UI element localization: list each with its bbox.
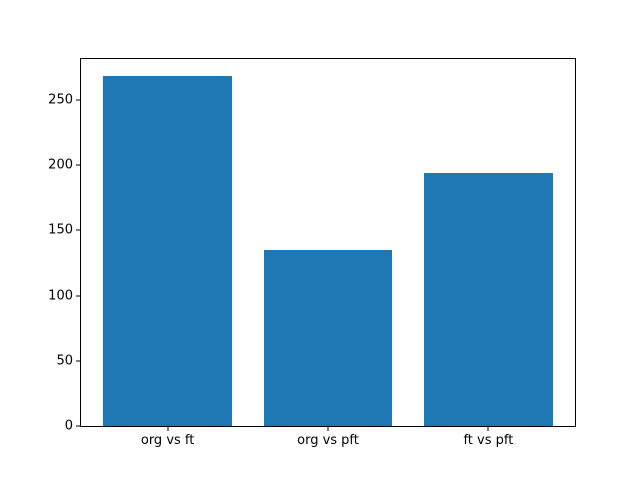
bar-org-vs-pft [263, 249, 393, 426]
x-tick-label: org vs ft [140, 433, 195, 448]
x-tick-mark [327, 427, 329, 431]
y-tick-mark [76, 425, 80, 427]
bar-org-vs-ft [103, 76, 232, 426]
y-tick-mark [76, 164, 80, 166]
x-tick-mark [167, 427, 169, 431]
x-tick-label: org vs pft [297, 433, 359, 448]
y-tick-label: 100 [48, 288, 73, 304]
y-tick-mark [76, 229, 80, 231]
y-tick-mark [76, 295, 80, 297]
x-tick-label: ft vs pft [463, 433, 514, 448]
x-tick-mark [487, 427, 489, 431]
y-tick-label: 200 [48, 157, 73, 173]
y-tick-label: 150 [48, 222, 73, 238]
y-tick-label: 250 [48, 92, 73, 108]
y-tick-mark [76, 99, 80, 101]
plot-area: org vs ft org vs pft ft vs pft 0 50 100 150 200… [48, 58, 576, 448]
y-tick-mark [76, 360, 80, 362]
y-tick-label: 0 [64, 418, 73, 434]
bar-ft-vs-pft [424, 173, 553, 426]
y-tick-label: 50 [56, 353, 73, 369]
